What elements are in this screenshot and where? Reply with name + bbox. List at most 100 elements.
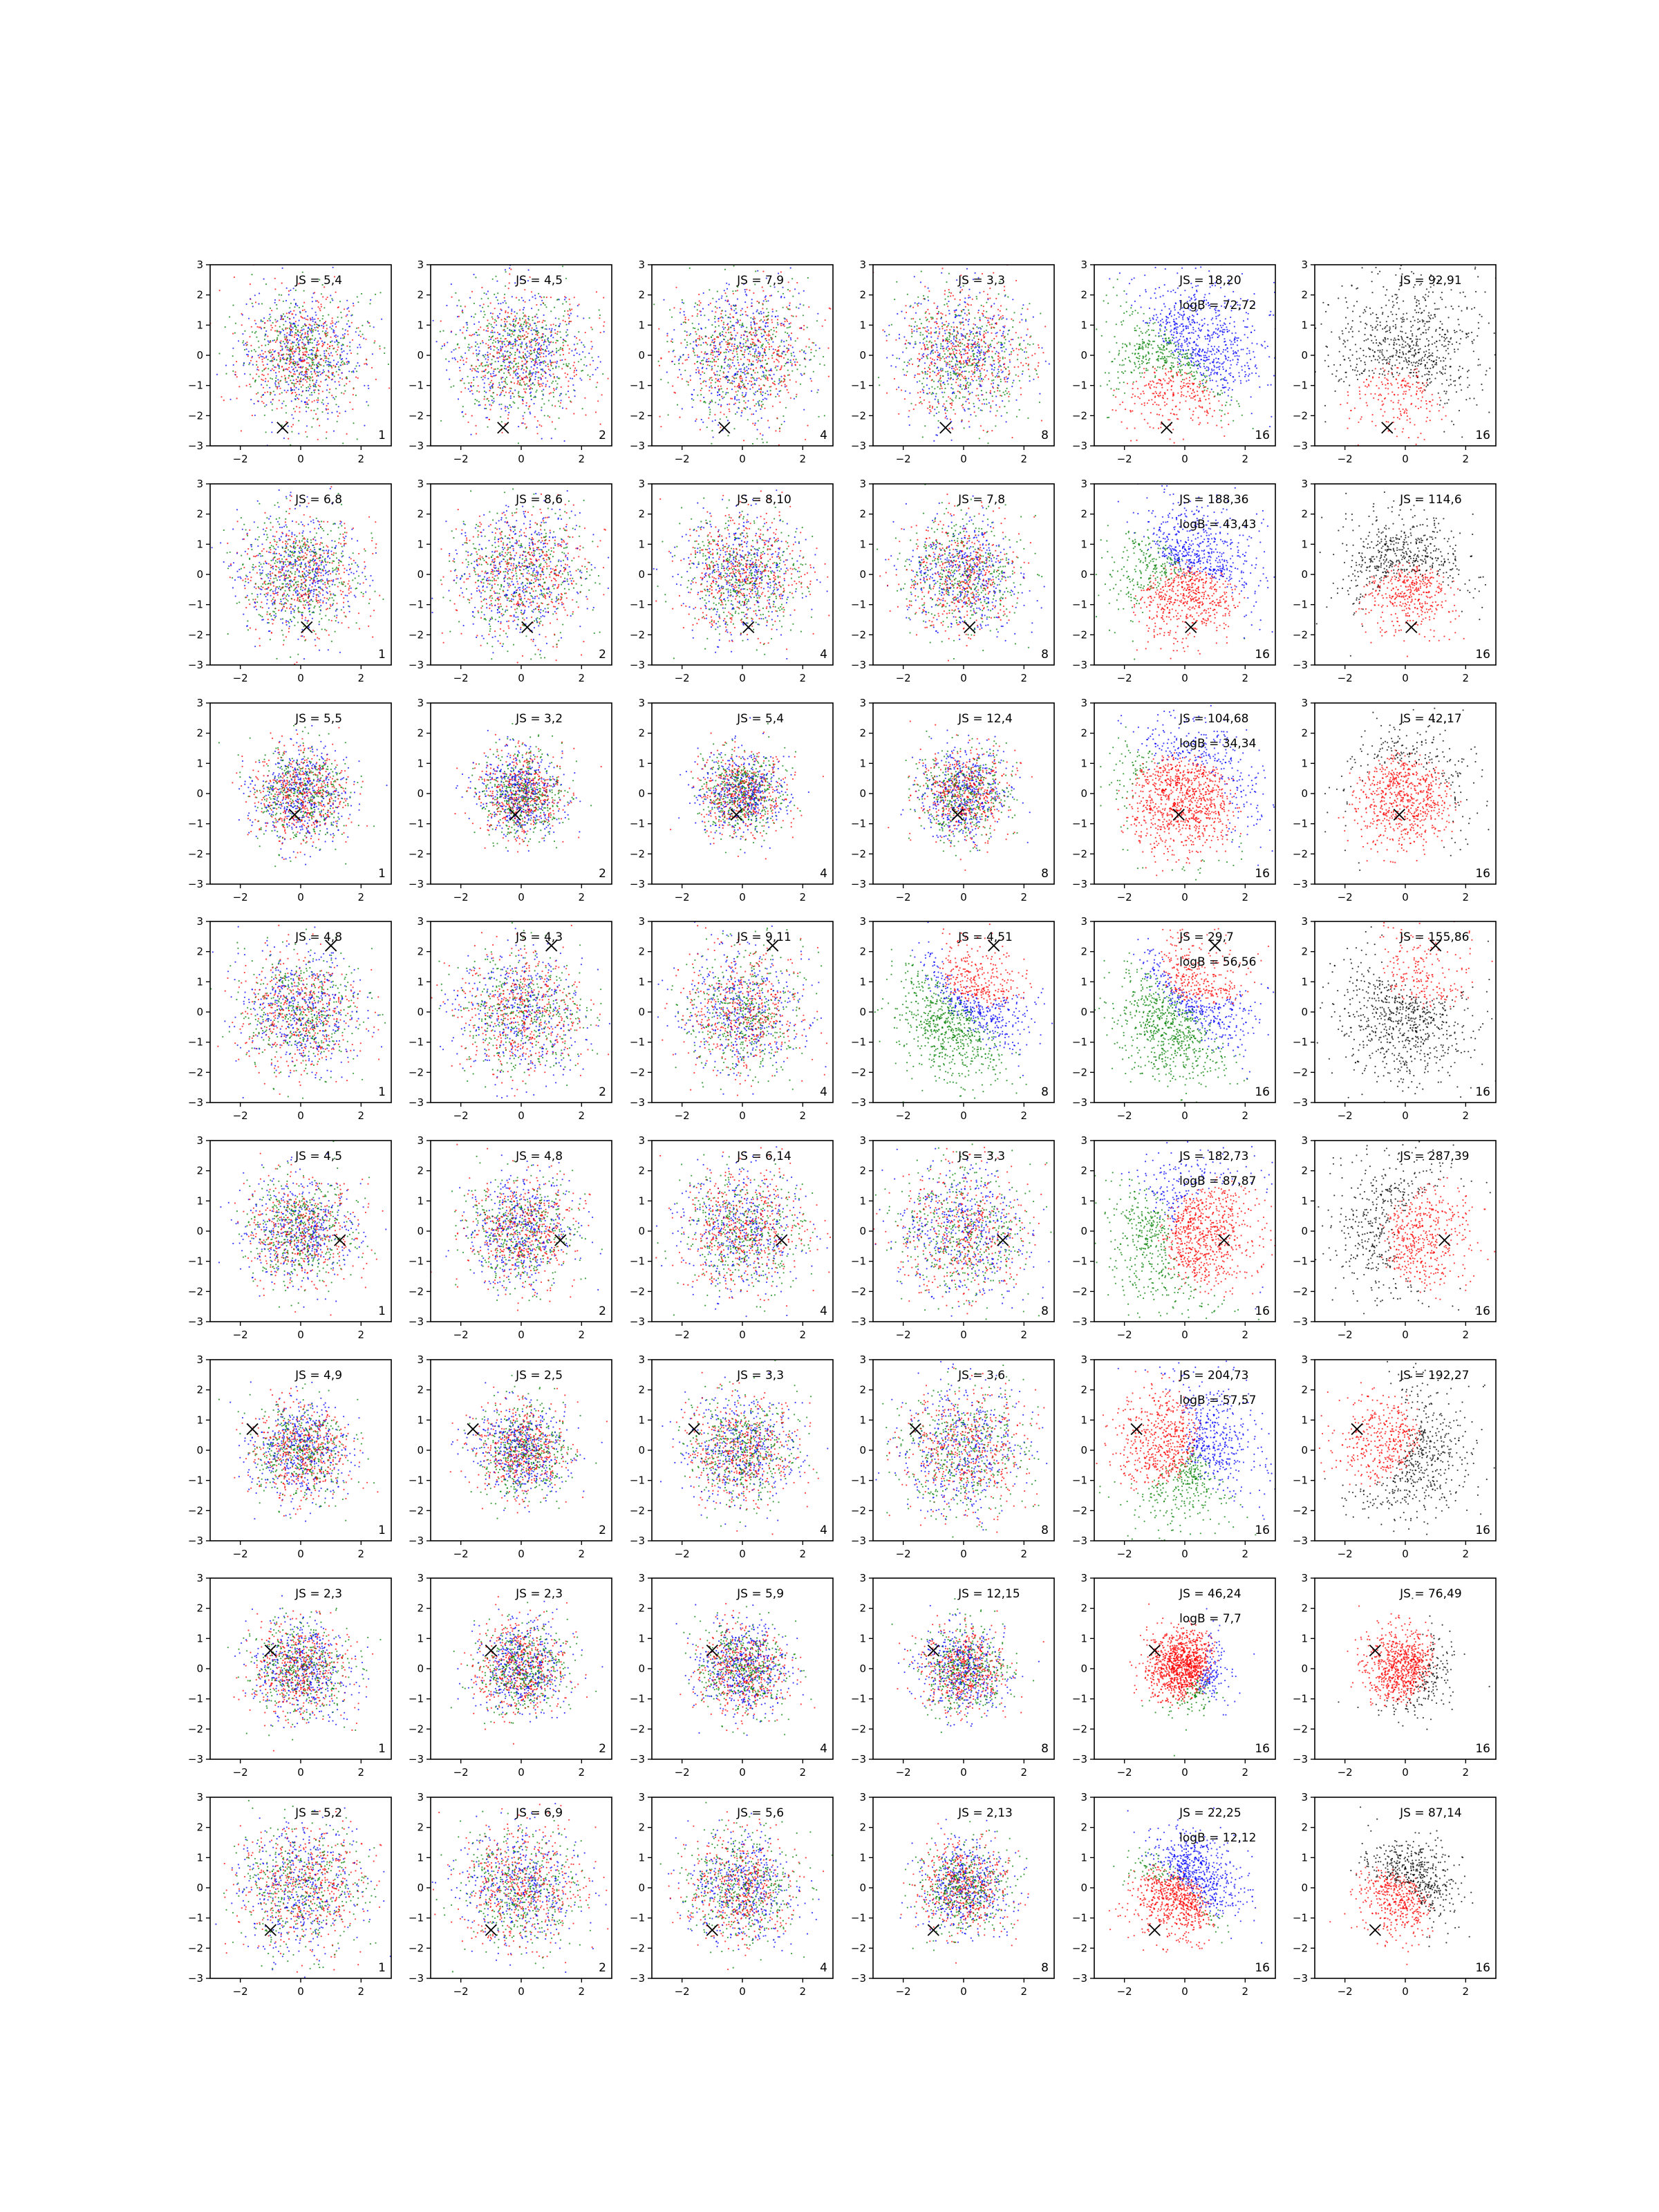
- scatter-point: [489, 409, 491, 410]
- scatter-point: [974, 317, 975, 319]
- scatter-point: [782, 307, 784, 308]
- scatter-point: [299, 354, 300, 355]
- scatter-point: [526, 345, 527, 346]
- scatter-point: [931, 347, 932, 348]
- scatter-point: [525, 363, 526, 364]
- scatter-point: [769, 339, 770, 341]
- scatter-point: [338, 381, 339, 382]
- scatter-point: [719, 354, 720, 355]
- scatter-point: [979, 438, 980, 439]
- scatter-point: [982, 380, 983, 382]
- scatter-point: [998, 371, 1000, 373]
- scatter-point: [905, 305, 906, 306]
- scatter-point: [749, 290, 750, 291]
- scatter-point: [583, 317, 584, 319]
- scatter-point: [1026, 335, 1027, 336]
- scatter-point: [545, 306, 547, 308]
- scatter-point: [274, 382, 276, 384]
- scatter-point: [296, 406, 297, 407]
- scatter-point: [433, 320, 434, 321]
- scatter-point: [229, 399, 231, 400]
- x-tick-label: −2: [675, 453, 690, 465]
- scatter-point: [977, 345, 978, 346]
- scatter-point: [272, 378, 273, 379]
- scatter-point: [702, 371, 703, 373]
- scatter-point: [690, 375, 691, 377]
- scatter-point: [559, 395, 561, 396]
- scatter-point: [974, 411, 975, 413]
- scatter-point: [256, 393, 257, 395]
- scatter-point: [467, 327, 468, 328]
- scatter-point: [808, 306, 809, 308]
- scatter-point: [494, 349, 495, 350]
- scatter-point: [482, 342, 484, 344]
- scatter-point: [977, 352, 978, 353]
- scatter-point: [732, 325, 733, 326]
- scatter-point: [368, 322, 370, 324]
- scatter-point: [478, 401, 480, 402]
- scatter-point: [501, 310, 503, 311]
- scatter-point: [983, 353, 984, 355]
- scatter-point: [524, 391, 525, 393]
- scatter-point: [790, 345, 791, 346]
- scatter-point: [243, 344, 245, 346]
- scatter-point: [894, 299, 895, 300]
- scatter-point: [324, 307, 325, 308]
- scatter-point: [698, 371, 700, 373]
- scatter-point: [718, 390, 720, 391]
- scatter-point: [709, 411, 711, 413]
- scatter-point: [365, 339, 366, 340]
- scatter-point: [729, 382, 731, 384]
- scatter-point: [780, 390, 781, 391]
- scatter-point: [308, 324, 310, 325]
- scatter-point: [914, 276, 915, 277]
- scatter-point: [252, 356, 253, 357]
- scatter-point: [747, 315, 748, 317]
- scatter-point: [494, 346, 496, 348]
- js-annotation: JS = 7,9: [736, 274, 784, 288]
- scatter-point: [323, 327, 324, 328]
- scatter-point: [982, 315, 984, 317]
- scatter-point: [749, 348, 750, 349]
- scatter-point: [379, 346, 380, 347]
- scatter-point: [568, 317, 570, 319]
- scatter-point: [244, 349, 245, 350]
- scatter-point: [800, 373, 802, 375]
- scatter-point: [569, 303, 570, 305]
- scatter-point: [505, 406, 506, 407]
- scatter-point: [591, 357, 592, 358]
- scatter-point: [718, 359, 719, 360]
- scatter-point: [752, 318, 753, 319]
- scatter-point: [755, 336, 756, 337]
- scatter-point: [959, 303, 960, 305]
- scatter-point: [1006, 421, 1007, 422]
- scatter-point: [510, 336, 512, 337]
- scatter-point: [592, 328, 593, 330]
- scatter-point: [476, 376, 478, 377]
- scatter-point: [543, 362, 544, 364]
- scatter-point: [521, 341, 523, 343]
- scatter-point: [488, 371, 489, 373]
- scatter-point: [525, 359, 526, 360]
- scatter-point: [720, 427, 721, 428]
- scatter-point: [947, 341, 948, 342]
- scatter-point: [529, 393, 531, 394]
- scatter-point: [515, 340, 516, 341]
- scatter-point: [771, 378, 773, 379]
- scatter-point: [300, 377, 301, 379]
- scatter-point: [946, 337, 948, 339]
- scatter-point: [695, 303, 696, 304]
- scatter-point: [526, 347, 527, 348]
- scatter-point: [727, 344, 728, 345]
- scatter-point: [996, 351, 997, 353]
- scatter-point: [173, 382, 174, 383]
- scatter-point: [735, 413, 736, 415]
- scatter-point: [721, 341, 722, 342]
- scatter-point: [307, 315, 308, 317]
- scatter-point: [483, 386, 485, 388]
- scatter-point: [254, 332, 256, 334]
- scatter-point: [542, 333, 543, 335]
- scatter-point: [447, 341, 448, 343]
- scatter-point: [310, 341, 311, 343]
- scatter-point: [485, 364, 487, 366]
